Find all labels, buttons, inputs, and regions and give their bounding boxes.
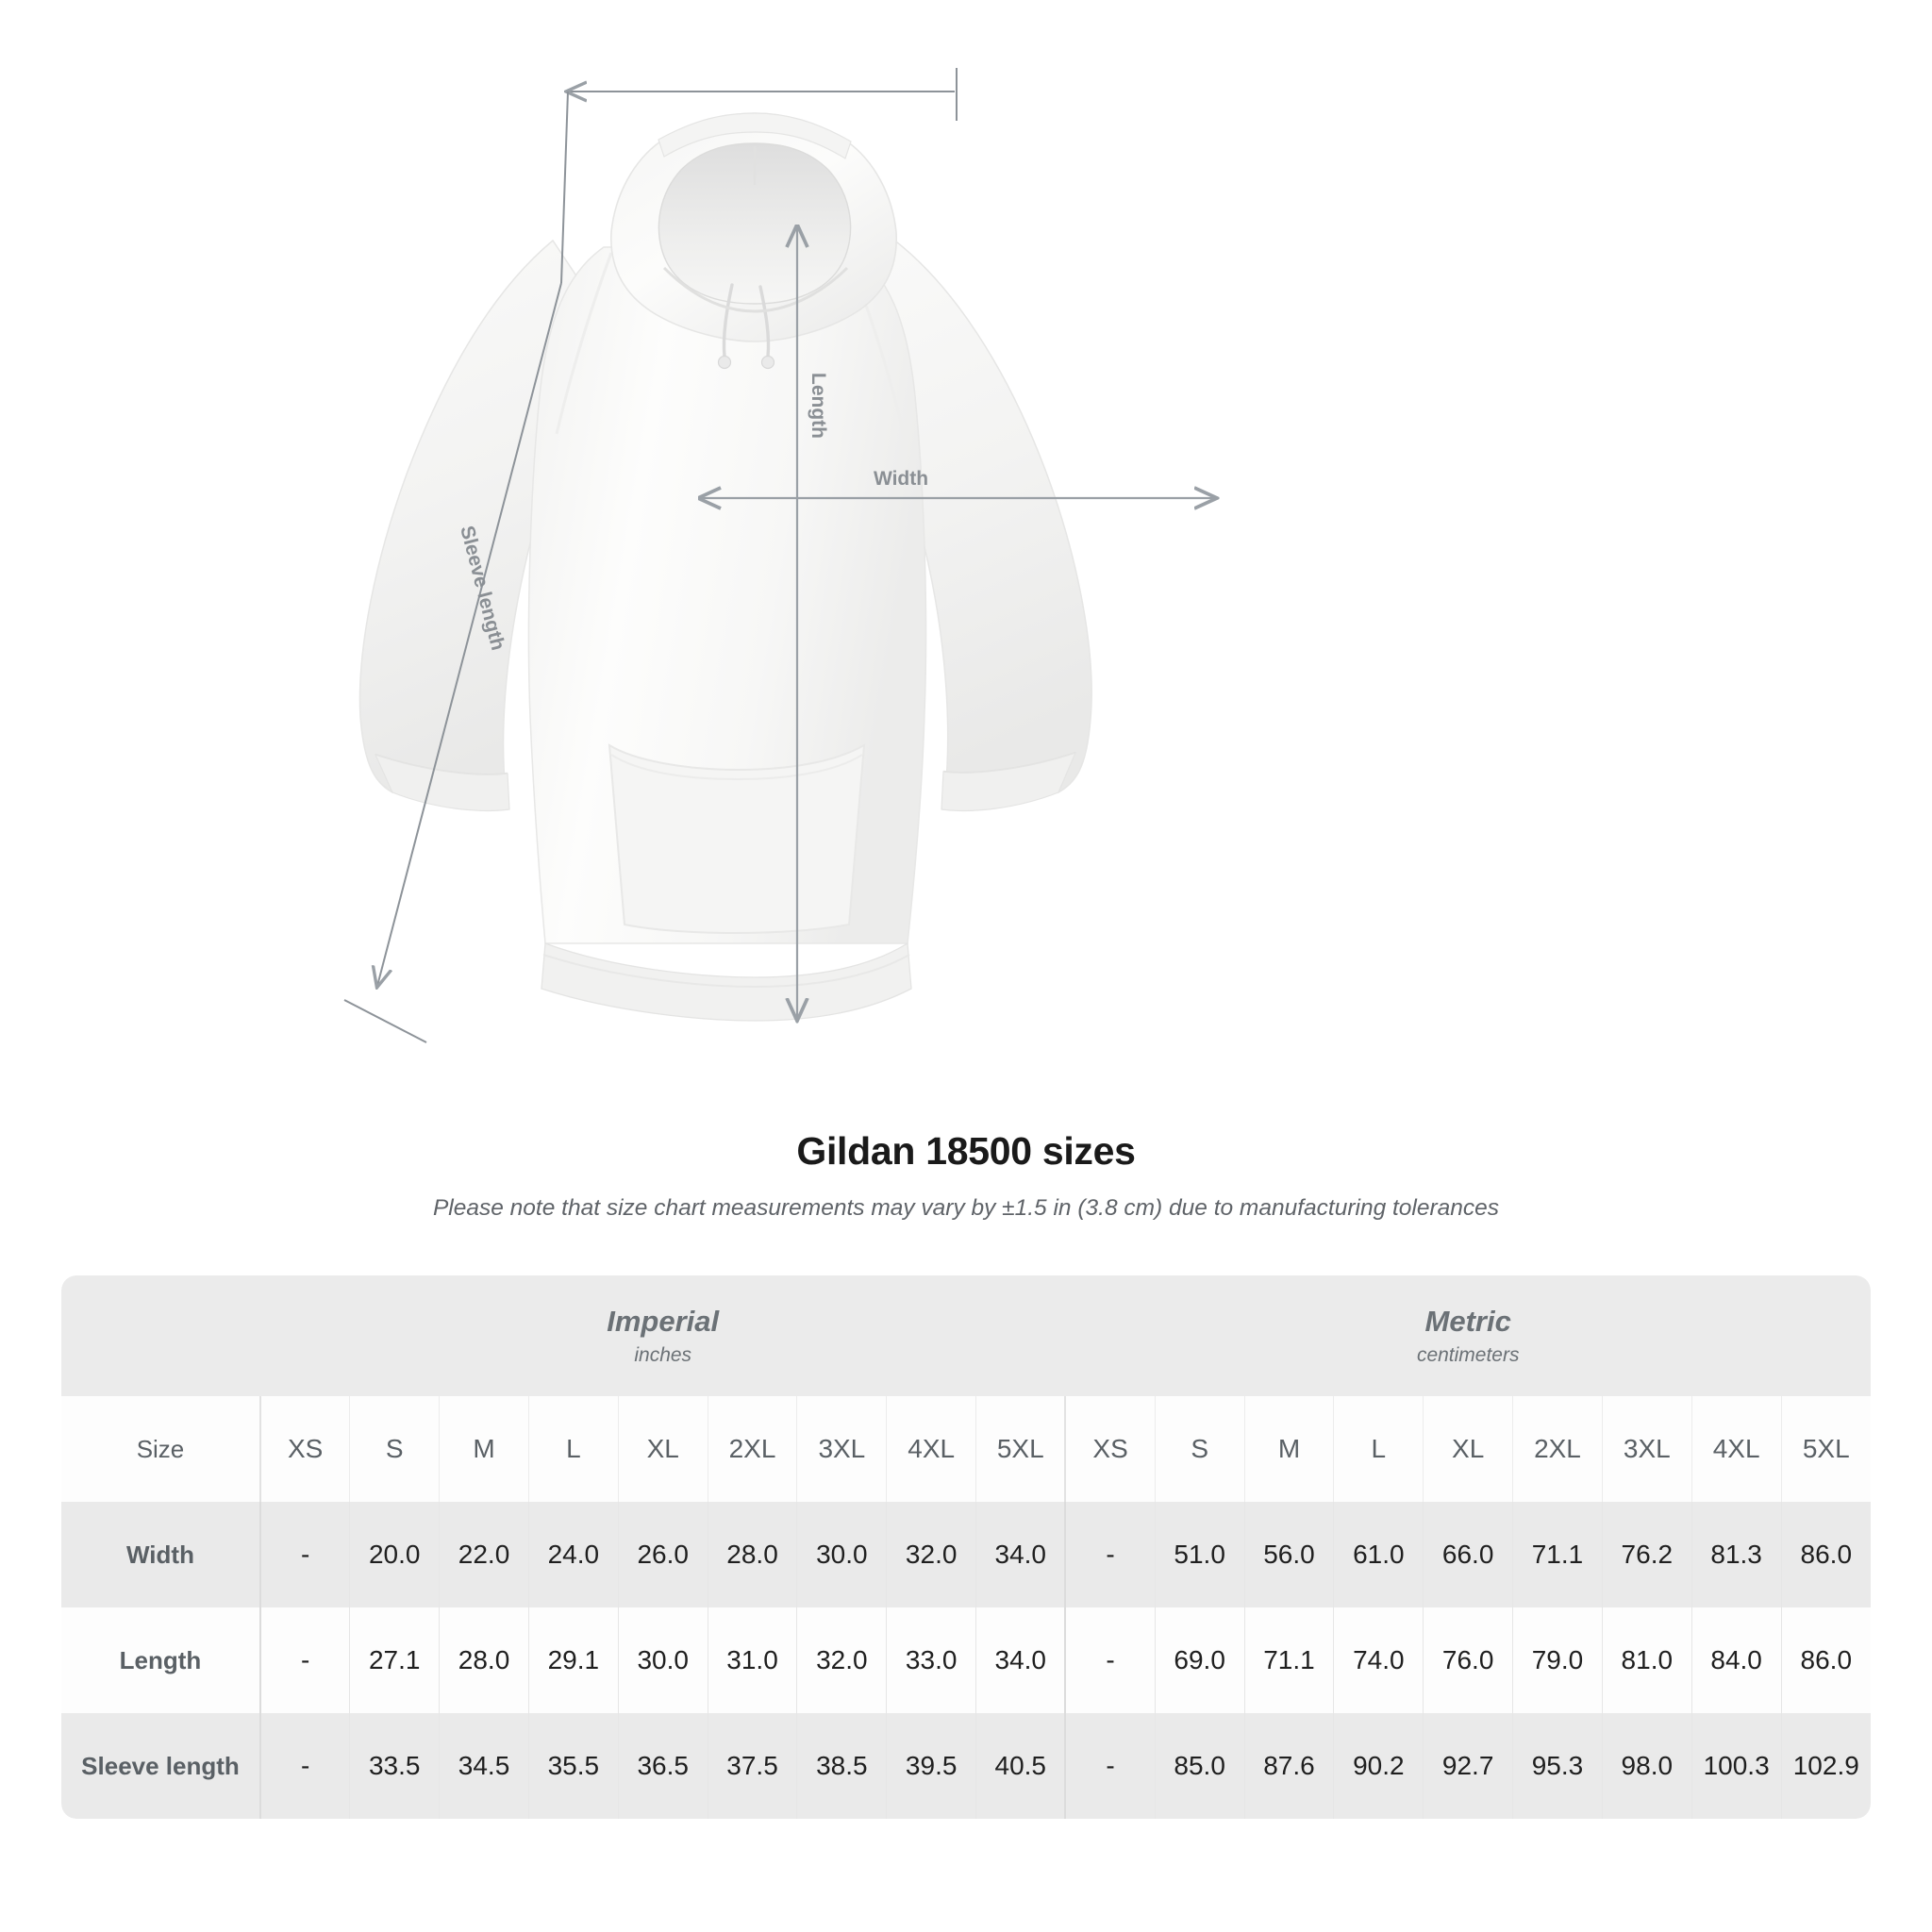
cell-width-imperial-m: 22.0 [439,1502,529,1607]
table-row: Length -27.1 28.0 29.1 30.0 31.0 32.0 33.0 34.0-… [61,1607,1871,1713]
table-row: Sleeve length -33.5 34.5 35.5 36.5 37.5 38.5 39… [61,1713,1871,1819]
cell-width-imperial-2xl: 28.0 [708,1502,798,1607]
cell-sleeve-length-metric-3xl: 98.0 [1602,1713,1692,1819]
cell-length-metric-s: 69.0 [1155,1607,1245,1713]
cell-length-imperial-l: 29.1 [528,1607,619,1713]
cell-length-metric-l: 74.0 [1333,1607,1424,1713]
title-block: Gildan 18500 sizes Please note that size… [0,1128,1932,1224]
size-header-imperial-xl: XL [618,1396,708,1502]
unit-header-row: Imperial inches Metric centimeters [61,1275,1871,1396]
size-header-metric-2xl: 2XL [1512,1396,1603,1502]
cell-width-metric-s: 51.0 [1155,1502,1245,1607]
size-header-imperial-m: M [439,1396,529,1502]
cell-sleeve-length-metric-2xl: 95.3 [1512,1713,1603,1819]
cell-sleeve-length-imperial-xl: 36.5 [618,1713,708,1819]
cell-length-metric-2xl: 79.0 [1512,1607,1603,1713]
cell-width-imperial-5xl: 34.0 [975,1502,1066,1607]
cell-width-imperial-3xl: 30.0 [796,1502,888,1607]
cell-width-imperial-xs: - [259,1502,351,1607]
size-header-imperial-5xl: 5XL [975,1396,1066,1502]
unit-name-imperial: Imperial [607,1305,720,1339]
cell-sleeve-length-metric-m: 87.6 [1244,1713,1335,1819]
row-label-length: Length [61,1607,261,1713]
cell-length-imperial-s: 27.1 [349,1607,441,1713]
size-table-container: Imperial inches Metric centimeters Size XS S M L… [61,1275,1871,1819]
unit-sub-imperial: inches [634,1343,692,1366]
size-header-metric-5xl: 5XL [1781,1396,1871,1502]
cell-sleeve-length-imperial-xs: - [259,1713,351,1819]
cell-sleeve-length-metric-xl: 92.7 [1423,1713,1514,1819]
cell-sleeve-length-imperial-3xl: 38.5 [796,1713,888,1819]
cell-sleeve-length-imperial-2xl: 37.5 [708,1713,798,1819]
cell-length-metric-5xl: 86.0 [1781,1607,1871,1713]
cell-width-metric-xl: 66.0 [1423,1502,1514,1607]
size-header-imperial-2xl: 2XL [708,1396,798,1502]
cell-length-imperial-4xl: 33.0 [886,1607,977,1713]
cell-sleeve-length-metric-4xl: 100.3 [1691,1713,1782,1819]
cell-width-metric-3xl: 76.2 [1602,1502,1692,1607]
size-header-label: Size [61,1396,261,1502]
size-header-metric-xs: XS [1064,1396,1156,1502]
cell-width-imperial-l: 24.0 [528,1502,619,1607]
measurement-lines [343,68,1215,1043]
size-header-metric-s: S [1155,1396,1245,1502]
garment-diagram: Length Width Sleeve length [343,68,1932,1043]
cell-length-metric-4xl: 84.0 [1691,1607,1782,1713]
cell-length-imperial-2xl: 31.0 [708,1607,798,1713]
size-header-metric-m: M [1244,1396,1335,1502]
cell-sleeve-length-imperial-s: 33.5 [349,1713,441,1819]
diagram-label-length: Length [808,373,829,439]
cell-length-imperial-xl: 30.0 [618,1607,708,1713]
cell-sleeve-length-imperial-l: 35.5 [528,1713,619,1819]
size-header-metric-3xl: 3XL [1602,1396,1692,1502]
cell-width-imperial-s: 20.0 [349,1502,441,1607]
cell-sleeve-length-metric-5xl: 102.9 [1781,1713,1871,1819]
cell-length-imperial-5xl: 34.0 [975,1607,1066,1713]
cell-width-metric-m: 56.0 [1244,1502,1335,1607]
cell-width-imperial-4xl: 32.0 [886,1502,977,1607]
cell-length-metric-xs: - [1064,1607,1156,1713]
cell-sleeve-length-metric-xs: - [1064,1713,1156,1819]
cell-length-imperial-m: 28.0 [439,1607,529,1713]
unit-sub-metric: centimeters [1416,1343,1520,1366]
cell-width-metric-4xl: 81.3 [1691,1502,1782,1607]
cell-sleeve-length-metric-l: 90.2 [1333,1713,1424,1819]
size-header-metric-l: L [1333,1396,1424,1502]
size-table: Imperial inches Metric centimeters Size XS S M L… [61,1275,1871,1819]
cell-sleeve-length-imperial-4xl: 39.5 [886,1713,977,1819]
cell-length-metric-xl: 76.0 [1423,1607,1514,1713]
cell-sleeve-length-imperial-5xl: 40.5 [975,1713,1066,1819]
row-label-width: Width [61,1502,261,1607]
size-header-imperial-xs: XS [259,1396,351,1502]
cell-width-metric-l: 61.0 [1333,1502,1424,1607]
unit-header-imperial: Imperial inches [259,1275,1066,1396]
cell-width-imperial-xl: 26.0 [618,1502,708,1607]
cell-length-imperial-3xl: 32.0 [796,1607,888,1713]
tolerance-note: Please note that size chart measurements… [432,1195,1500,1222]
cell-length-metric-3xl: 81.0 [1602,1607,1692,1713]
size-header-row: Size XS S M L XL 2XL 3XL 4XL 5XL XS S M L XL 2XL 3XL 4XL 5… [61,1396,1871,1502]
size-header-imperial-4xl: 4XL [886,1396,977,1502]
size-header-imperial-3xl: 3XL [796,1396,888,1502]
size-header-metric-4xl: 4XL [1691,1396,1782,1502]
cell-sleeve-length-metric-s: 85.0 [1155,1713,1245,1819]
unit-header-spacer [61,1275,260,1396]
cell-width-metric-5xl: 86.0 [1781,1502,1871,1607]
diagram-label-width: Width [874,468,928,490]
row-label-sleeve-length: Sleeve length [61,1713,261,1819]
unit-name-metric: Metric [1424,1305,1511,1339]
unit-header-metric: Metric centimeters [1065,1275,1871,1396]
hoodie-illustration [358,112,1092,1022]
cell-length-imperial-xs: - [259,1607,351,1713]
size-header-imperial-s: S [349,1396,441,1502]
table-row: Width -20.0 22.0 24.0 26.0 28.0 30.0 32.0 34.0-5… [61,1502,1871,1607]
cell-sleeve-length-imperial-m: 34.5 [439,1713,529,1819]
cell-width-metric-2xl: 71.1 [1512,1502,1603,1607]
size-header-metric-xl: XL [1423,1396,1514,1502]
size-header-imperial-l: L [528,1396,619,1502]
page-title: Gildan 18500 sizes [796,1129,1136,1173]
cell-width-metric-xs: - [1064,1502,1156,1607]
cell-length-metric-m: 71.1 [1244,1607,1335,1713]
